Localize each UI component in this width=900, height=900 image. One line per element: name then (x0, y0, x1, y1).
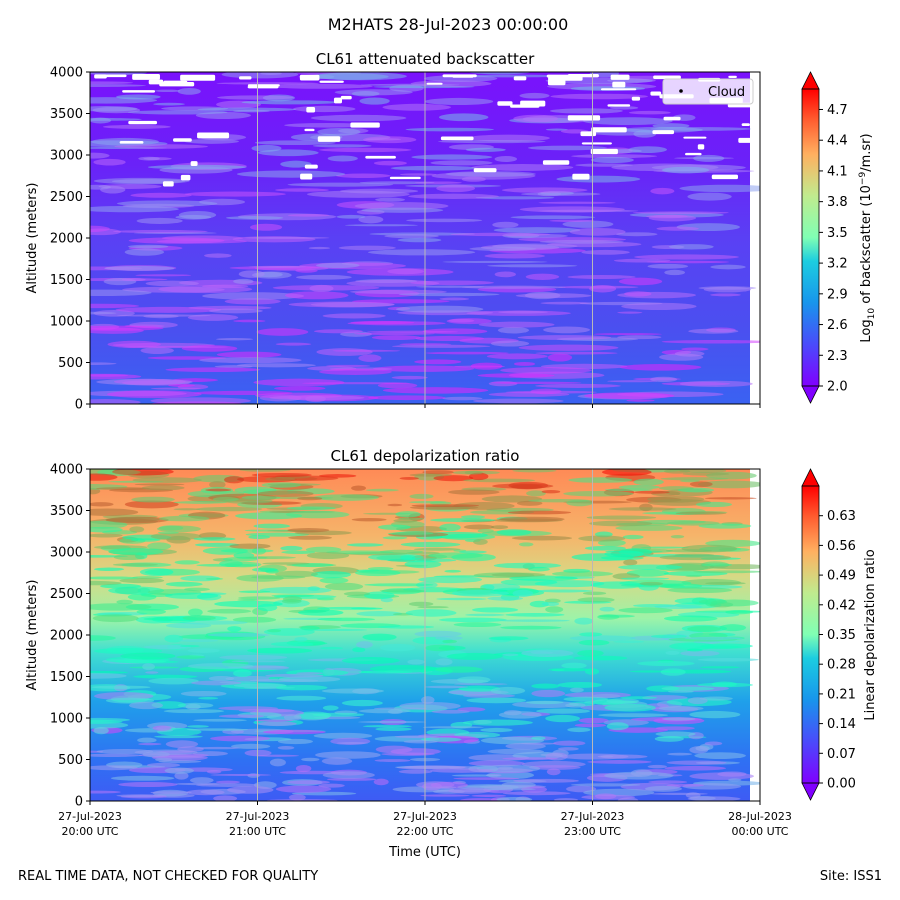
y-tick-label: 1500 (50, 670, 83, 685)
cloud-marker-icon (679, 89, 683, 93)
backscatter-y-axis: 0 500 1000 1500 2000 2500 3000 3500 4000 (50, 66, 90, 413)
depolarization-colorbar-label: Linear depolarization ratio (863, 549, 878, 720)
y-tick-label: 0 (75, 398, 83, 413)
y-tick-label: 2500 (50, 190, 83, 205)
y-tick-label: 1500 (50, 273, 83, 288)
backscatter-texture (90, 72, 760, 404)
colorbar-tick-label: 0.07 (827, 747, 856, 762)
quality-disclaimer: REAL TIME DATA, NOT CHECKED FOR QUALITY (18, 869, 319, 884)
colorbar-tick-label: 0.35 (827, 628, 856, 643)
backscatter-colorbar-ticks: 2.0 2.3 2.6 2.9 3.2 3.5 3.8 4.1 4.4 4.7 (819, 103, 848, 395)
colorbar-tick-label: 0.28 (827, 658, 856, 673)
x-tick-label: 28-Jul-2023 00:00 UTC (728, 810, 792, 838)
time-x-axis: 27-Jul-2023 20:00 UTC 27-Jul-2023 21:00 UTC… (58, 801, 792, 838)
backscatter-gridlines (257, 72, 593, 404)
colorbar-tick-label: 2.6 (827, 318, 848, 333)
legend-label: Cloud (708, 85, 745, 100)
depolarization-colorbar-ticks: 0.00 0.07 0.14 0.21 0.28 0.35 0.42 0.49 0.56 0.63 (819, 509, 856, 792)
xlabel: Time (UTC) (388, 845, 461, 860)
colorbar-tick-label: 0.14 (827, 717, 856, 732)
y-tick-label: 500 (58, 753, 83, 768)
y-tick-label: 2000 (50, 629, 83, 644)
cloud-legend: Cloud (662, 78, 754, 105)
y-tick-label: 0 (75, 795, 83, 810)
colorbar-max-extend-icon (801, 71, 820, 90)
site-label: Site: ISS1 (819, 869, 882, 884)
colorbar-tick-label: 3.8 (827, 195, 848, 210)
depolarization-gridlines (257, 469, 593, 801)
depolarization-title: CL61 depolarization ratio (331, 447, 520, 465)
x-tick-label: 27-Jul-2023 20:00 UTC (58, 810, 122, 838)
suptitle: M2HATS 28-Jul-2023 00:00:00 (328, 15, 569, 34)
colorbar-tick-label: 0.00 (827, 777, 856, 792)
x-tick-label: 27-Jul-2023 22:00 UTC (393, 810, 457, 838)
backscatter-ylabel: Altitude (meters) (25, 183, 40, 294)
depolarization-texture (90, 469, 760, 801)
colorbar-tick-label: 3.5 (827, 226, 848, 241)
x-tick-label: 27-Jul-2023 23:00 UTC (561, 810, 625, 838)
y-tick-label: 3000 (50, 149, 83, 164)
depolarization-y-axis: 0 500 1000 1500 2000 2500 3000 3500 4000 (50, 463, 90, 810)
colorbar-tick-label: 0.56 (827, 539, 856, 554)
backscatter-x-ticks (89, 404, 761, 408)
depolarization-colorbar: 0.00 0.07 0.14 0.21 0.28 0.35 0.42 0.49 0.56 0.63… (801, 468, 878, 801)
y-tick-label: 3000 (50, 546, 83, 561)
depolarization-panel: CL61 depolarization ratio 0 500 1000 1500 20… (25, 447, 878, 860)
backscatter-panel: CL61 attenuated backscatter 0 500 1000 1500… (25, 50, 877, 413)
depolarization-ylabel: Altitude (meters) (25, 580, 40, 691)
y-tick-label: 3500 (50, 504, 83, 519)
y-tick-label: 2500 (50, 587, 83, 602)
y-tick-label: 500 (58, 356, 83, 371)
legend-box (662, 78, 754, 105)
colorbar-tick-label: 2.3 (827, 349, 848, 364)
colorbar-tick-label: 3.2 (827, 257, 848, 272)
colorbar-min-extend-icon (801, 385, 820, 404)
colorbar-tick-label: 0.49 (827, 569, 856, 584)
colorbar-tick-label: 4.7 (827, 103, 848, 118)
colorbar-min-extend-icon (801, 782, 820, 801)
depolarization-colorbar-ramp (802, 486, 819, 783)
colorbar-tick-label: 0.42 (827, 598, 856, 613)
backscatter-colorbar-ramp (802, 89, 819, 386)
y-tick-label: 4000 (50, 66, 83, 81)
colorbar-tick-label: 4.1 (827, 164, 848, 179)
y-tick-label: 4000 (50, 463, 83, 478)
colorbar-tick-label: 0.63 (827, 509, 856, 524)
y-tick-label: 2000 (50, 232, 83, 247)
colorbar-max-extend-icon (801, 468, 820, 487)
colorbar-tick-label: 0.21 (827, 687, 856, 702)
backscatter-colorbar: 2.0 2.3 2.6 2.9 3.2 3.5 3.8 4.1 4.4 4.7 Log10 of … (801, 71, 877, 404)
y-tick-label: 1000 (50, 712, 83, 727)
y-tick-label: 3500 (50, 107, 83, 122)
colorbar-tick-label: 4.4 (827, 134, 848, 149)
x-tick-label: 27-Jul-2023 21:00 UTC (226, 810, 290, 838)
y-tick-label: 1000 (50, 315, 83, 330)
colorbar-tick-label: 2.0 (827, 380, 848, 395)
backscatter-colorbar-label: Log10 of backscatter (10−9/m.sr) (858, 133, 877, 342)
backscatter-title: CL61 attenuated backscatter (316, 50, 535, 68)
colorbar-tick-label: 2.9 (827, 287, 848, 302)
